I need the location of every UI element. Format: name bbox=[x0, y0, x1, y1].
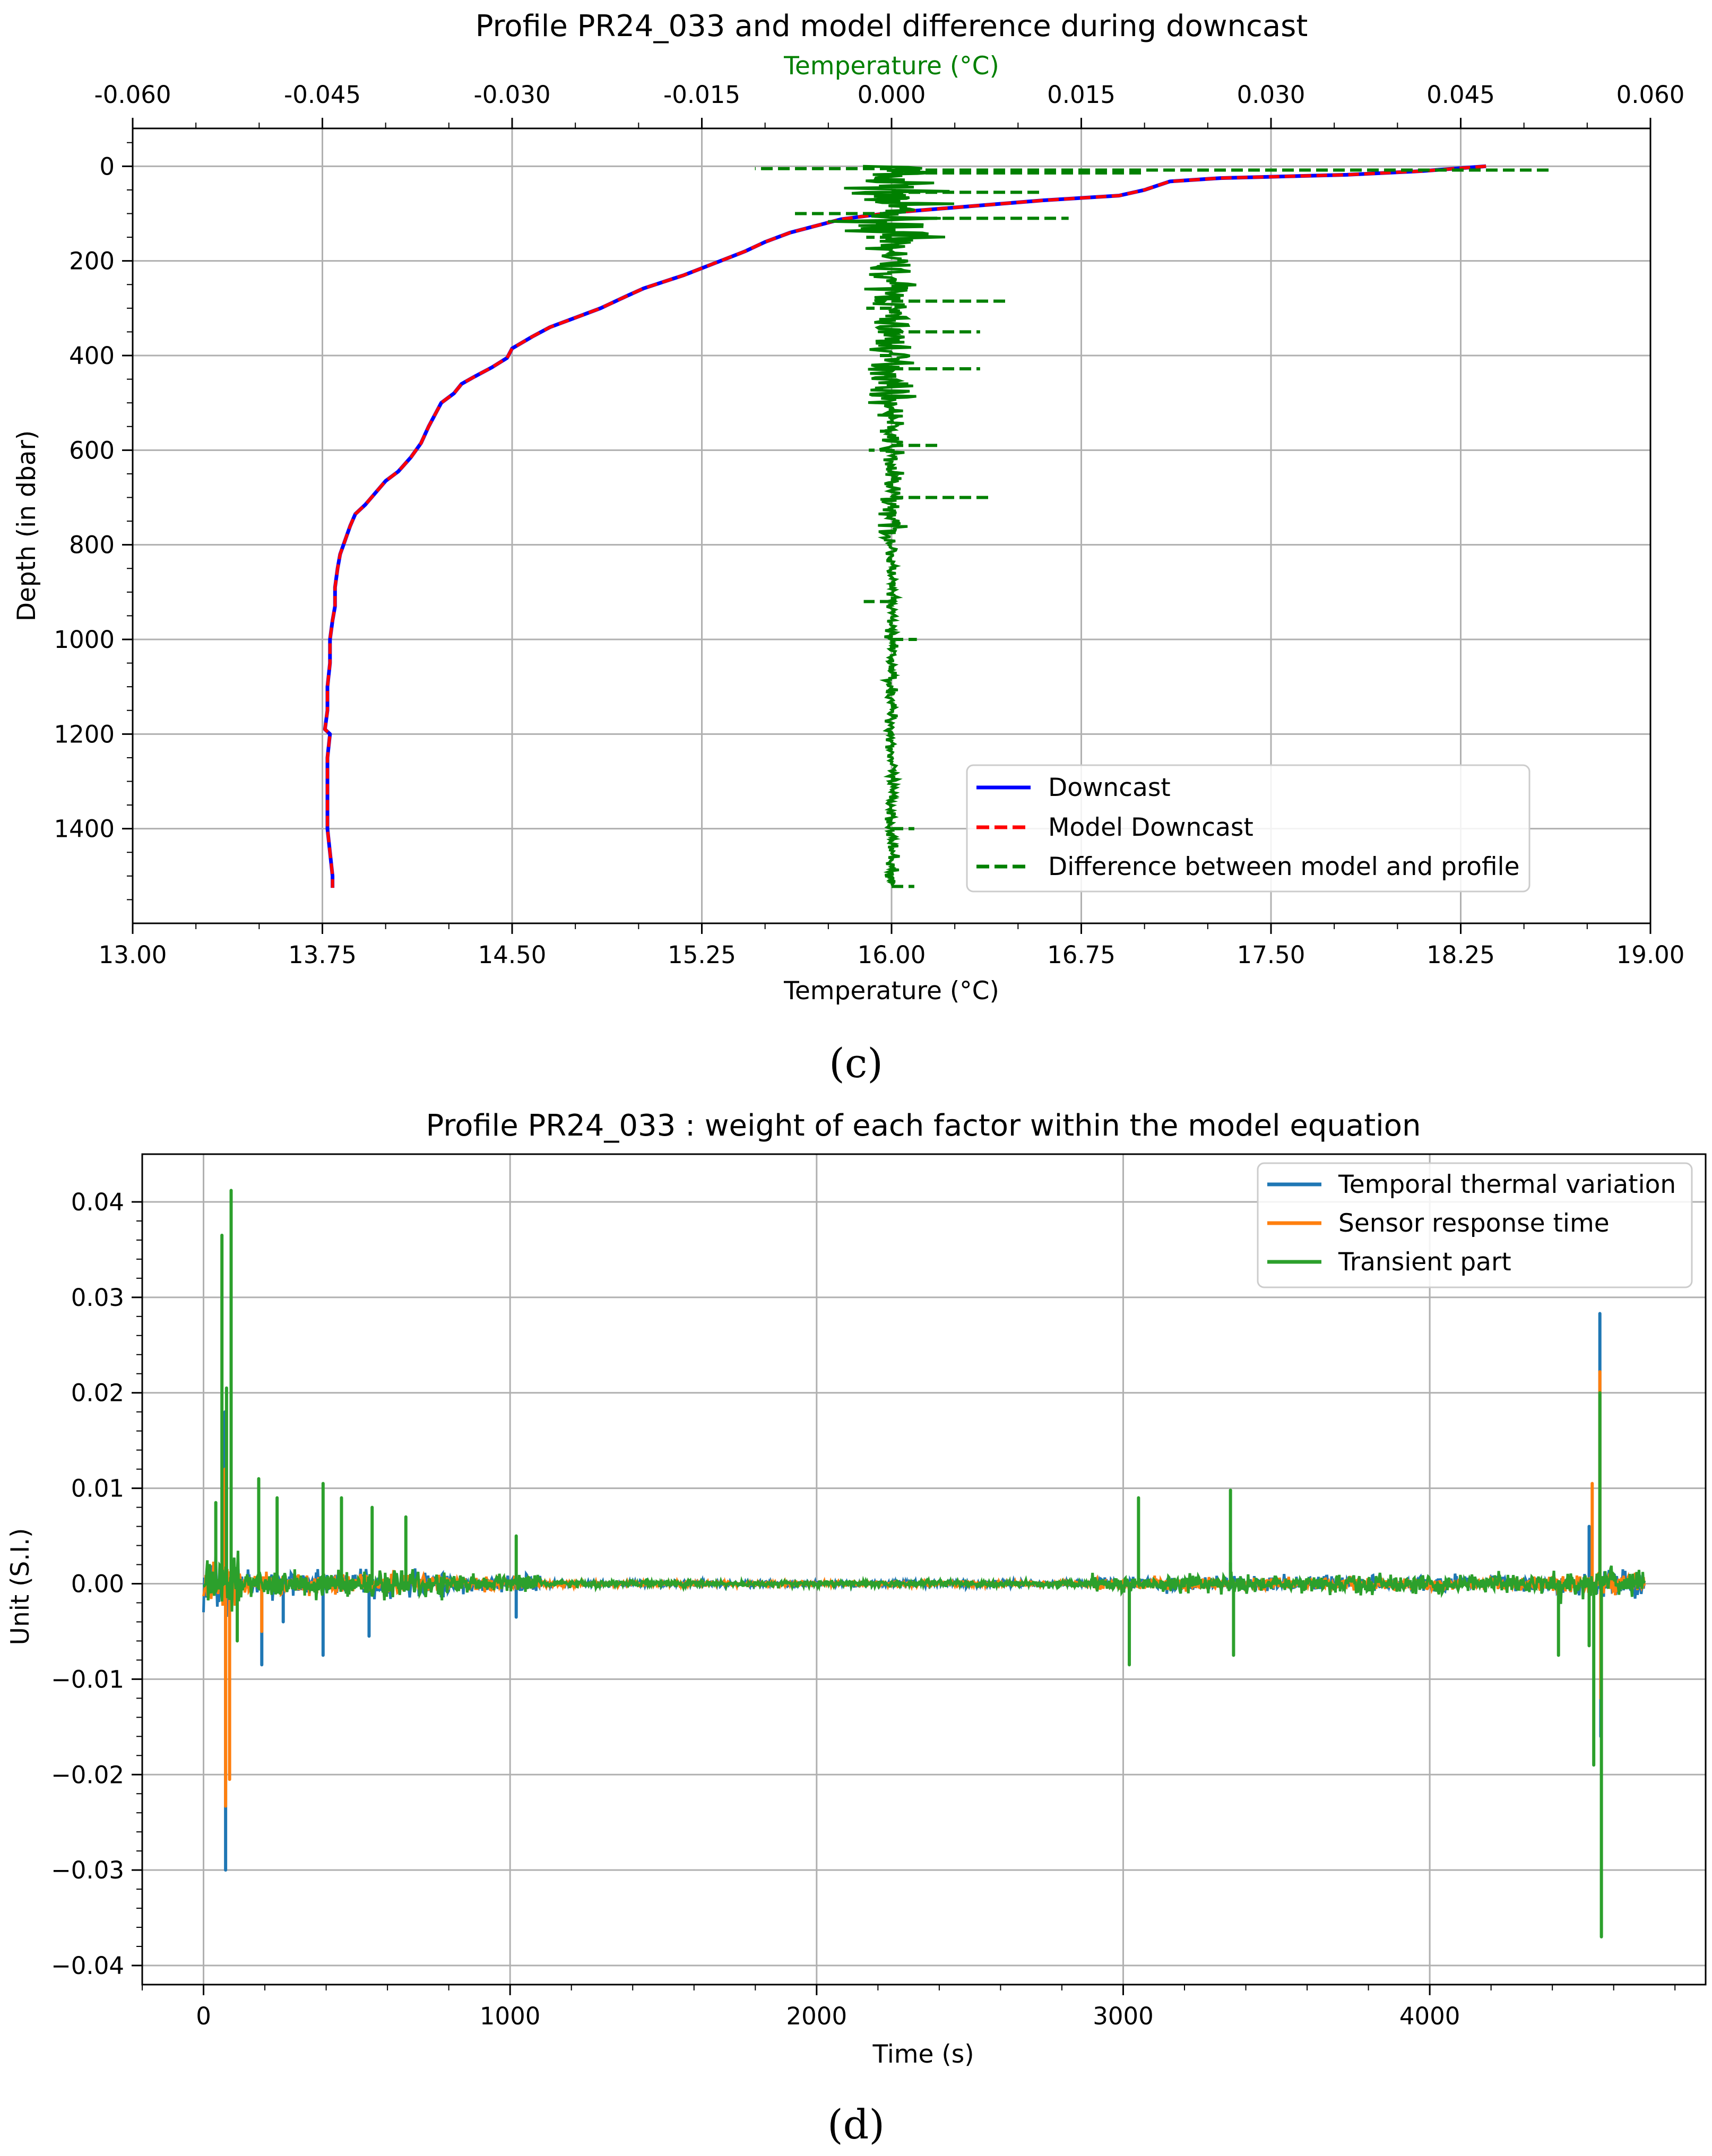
chart-d-y-tick-label: 0.02 bbox=[71, 1379, 124, 1407]
chart-c-x2-tick-label: 0.015 bbox=[1047, 81, 1116, 109]
chart-c-x-tick-label: 15.25 bbox=[668, 941, 736, 969]
chart-c-x2-tick-label: -0.030 bbox=[473, 81, 550, 109]
chart-c-x2-tick-label: -0.015 bbox=[663, 81, 740, 109]
chart-d-legend: Temporal thermal variation Sensor respon… bbox=[1257, 1162, 1693, 1288]
chart-d-x-tick-label: 1000 bbox=[480, 2002, 541, 2030]
chart-c-legend: Downcast Model Downcast Difference betwe… bbox=[966, 764, 1531, 893]
series-2-trace bbox=[202, 1551, 1646, 1612]
chart-d-y-label: Unit (S.I.) bbox=[6, 1528, 35, 1646]
panel-label-c: (c) bbox=[829, 1040, 883, 1087]
chart-d: Profile PR24_033 : weight of each factor… bbox=[6, 1109, 1707, 2148]
series-difference-noise bbox=[828, 164, 954, 887]
chart-c-x-tick-label: 13.00 bbox=[99, 941, 167, 969]
chart-d-ticks: 0 1000 2000 3000 4000 0.04 0.03 0.02 0.01 0.00 −0.… bbox=[51, 1188, 1676, 2030]
chart-d-y-tick-label: −0.02 bbox=[51, 1761, 124, 1789]
chart-c-x-tick-label: 17.50 bbox=[1237, 941, 1305, 969]
chart-d-y-tick-label: 0.03 bbox=[71, 1284, 124, 1312]
chart-c-x-tick-label: 14.50 bbox=[478, 941, 547, 969]
chart-c-x-tick-label: 19.00 bbox=[1616, 941, 1685, 969]
chart-c-y-tick-label: 400 bbox=[69, 342, 115, 370]
chart-d-axes-frame bbox=[141, 1153, 1707, 1986]
legend-model-downcast-label: Model Downcast bbox=[1048, 813, 1253, 842]
chart-c-title: Profile PR24_033 and model difference du… bbox=[475, 9, 1308, 44]
chart-c-y-tick-label: 600 bbox=[69, 436, 115, 464]
chart-c-x-tick-label: 16.00 bbox=[858, 941, 926, 969]
chart-c-y-tick-label: 800 bbox=[69, 531, 115, 559]
chart-d-x-label: Time (s) bbox=[872, 2040, 974, 2069]
chart-c-secondary-x-label: Temperature (°C) bbox=[783, 51, 999, 81]
chart-c-x2-tick-label: 0.045 bbox=[1426, 81, 1495, 109]
chart-d-y-tick-label: −0.04 bbox=[51, 1952, 124, 1980]
chart-c-ticks: 13.00 13.75 14.50 15.25 16.00 16.75 17.50 18.25… bbox=[54, 81, 1684, 969]
panel-label-d: (d) bbox=[827, 2101, 885, 2148]
chart-c-x2-tick-label: 0.060 bbox=[1616, 81, 1685, 109]
chart-d-y-tick-label: 0.01 bbox=[71, 1475, 124, 1503]
chart-c-legend-box bbox=[966, 764, 1531, 893]
chart-d-x-tick-label: 0 bbox=[196, 2002, 211, 2030]
chart-c-x2-tick-label: 0.000 bbox=[858, 81, 926, 109]
chart-c-y-tick-label: 1400 bbox=[54, 815, 115, 843]
chart-d-series bbox=[202, 1189, 1646, 1939]
chart-c-x2-tick-label: 0.030 bbox=[1237, 81, 1305, 109]
chart-c-x-tick-label: 13.75 bbox=[288, 941, 357, 969]
chart-d-y-tick-label: −0.01 bbox=[51, 1665, 124, 1693]
chart-c-y-tick-label: 1000 bbox=[54, 626, 115, 654]
chart-c: Profile PR24_033 and model difference du… bbox=[12, 9, 1684, 1087]
legend-temporal-label: Temporal thermal variation bbox=[1338, 1170, 1676, 1199]
legend-difference-label: Difference between model and profile bbox=[1048, 852, 1520, 881]
legend-downcast-label: Downcast bbox=[1048, 773, 1171, 802]
chart-c-x-label: Temperature (°C) bbox=[783, 976, 999, 1006]
chart-c-y-tick-label: 200 bbox=[69, 247, 115, 275]
legend-transient-label: Transient part bbox=[1338, 1248, 1511, 1277]
chart-c-x-tick-label: 16.75 bbox=[1047, 941, 1116, 969]
chart-c-series bbox=[323, 164, 1550, 888]
chart-d-x-tick-label: 3000 bbox=[1093, 2002, 1154, 2030]
series-model-downcast-line bbox=[323, 164, 1486, 888]
legend-sensor-label: Sensor response time bbox=[1338, 1209, 1610, 1238]
chart-d-y-tick-label: −0.03 bbox=[51, 1856, 124, 1884]
chart-d-legend-box bbox=[1257, 1162, 1693, 1288]
chart-d-x-tick-label: 2000 bbox=[786, 2002, 848, 2030]
chart-d-x-tick-label: 4000 bbox=[1399, 2002, 1460, 2030]
chart-c-y-tick-label: 1200 bbox=[54, 720, 115, 748]
chart-d-y-tick-label: 0.04 bbox=[71, 1188, 124, 1216]
chart-c-x-tick-label: 18.25 bbox=[1426, 941, 1495, 969]
chart-c-x2-tick-label: -0.045 bbox=[284, 81, 361, 109]
chart-c-y-tick-label: 0 bbox=[99, 152, 115, 180]
chart-d-title: Profile PR24_033 : weight of each factor… bbox=[426, 1109, 1421, 1143]
chart-d-y-tick-label: 0.00 bbox=[71, 1570, 124, 1598]
chart-c-y-label: Depth (in dbar) bbox=[12, 430, 41, 621]
chart-c-x2-tick-label: -0.060 bbox=[94, 81, 171, 109]
